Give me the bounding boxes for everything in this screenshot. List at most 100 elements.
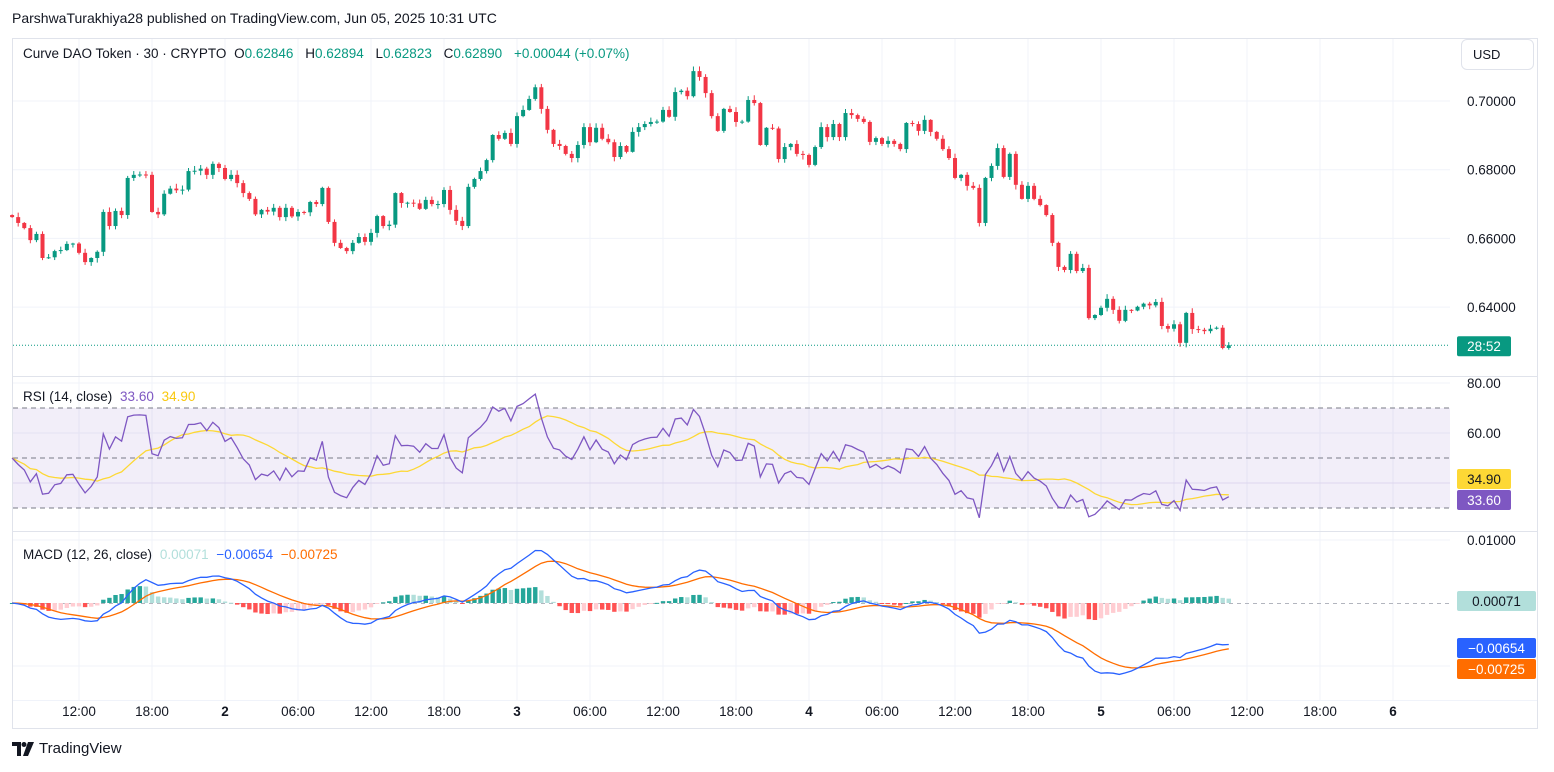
macd-axis-label[interactable]: 0.01000 — [1467, 533, 1516, 548]
candle-body — [1196, 329, 1201, 331]
macd-histogram-bar — [1129, 603, 1134, 607]
candle-body — [551, 129, 556, 144]
rsi-axis-label[interactable]: 60.00 — [1467, 426, 1501, 441]
candle-body — [1026, 185, 1031, 199]
candle-body — [198, 168, 203, 171]
time-axis-label[interactable]: 18:00 — [135, 704, 169, 719]
rsi-axis-label[interactable]: 80.00 — [1467, 376, 1501, 391]
time-axis-label[interactable]: 06:00 — [281, 704, 315, 719]
macd-histogram-bar — [837, 601, 842, 603]
price-axis-label[interactable]: 0.68000 — [1467, 163, 1516, 178]
macd-histogram-bar — [612, 603, 617, 612]
macd-legend[interactable]: MACD (12, 26, close) 0.00071 −0.00654 −0… — [23, 547, 342, 562]
countdown-label-text: 28:52 — [1467, 339, 1501, 354]
time-axis-label[interactable]: 4 — [805, 704, 813, 719]
candle-body — [28, 228, 33, 241]
candle-body — [1172, 324, 1177, 329]
time-axis-label[interactable]: 06:00 — [573, 704, 607, 719]
macd-histogram-bar — [630, 603, 635, 610]
price-axis-label[interactable]: 0.70000 — [1467, 94, 1516, 109]
macd-histogram-bar — [533, 587, 538, 603]
candle-body — [52, 251, 57, 258]
price-change: +0.00044 (+0.07%) — [513, 46, 630, 61]
time-axis-label[interactable]: 12:00 — [646, 704, 680, 719]
macd-histogram-axis-label: 0.00071 — [1457, 591, 1536, 611]
candle-body — [1226, 345, 1231, 348]
candle-body — [162, 193, 167, 215]
candle-body — [1050, 215, 1055, 243]
macd-histogram-bar — [362, 603, 368, 610]
candle-body — [174, 188, 179, 191]
time-axis-label[interactable]: 06:00 — [1157, 704, 1191, 719]
macd-histogram-bar — [910, 601, 915, 603]
macd-histogram-bar — [575, 603, 581, 614]
macd-histogram-bar — [1214, 595, 1219, 603]
macd-histogram-bar — [739, 603, 745, 611]
candle-body — [204, 168, 209, 175]
time-axis-label[interactable]: 18:00 — [427, 704, 461, 719]
rsi-legend[interactable]: RSI (14, close) 33.60 34.90 — [23, 389, 199, 404]
candle-body — [186, 171, 191, 190]
macd-histogram-bar — [417, 595, 422, 603]
macd-histogram-bar — [326, 603, 331, 606]
macd-histogram-bar — [1044, 603, 1049, 609]
price-axis-label[interactable]: 0.66000 — [1467, 231, 1516, 246]
macd-histogram-bar — [216, 599, 222, 603]
candle-body — [40, 233, 45, 258]
time-axis-label[interactable]: 2 — [221, 704, 229, 719]
macd-histogram-bar — [332, 603, 337, 609]
macd-histogram-bar — [1220, 597, 1225, 603]
candle-body — [697, 71, 702, 77]
candle-body — [813, 147, 818, 165]
macd-histogram-bar — [764, 603, 769, 612]
candle-body — [715, 116, 720, 131]
candle-body — [667, 109, 672, 117]
macd-title[interactable]: MACD (12, 26, close) — [23, 547, 153, 562]
macd-histogram-bar — [697, 594, 702, 603]
candles — [10, 66, 1450, 350]
time-axis-label[interactable]: 3 — [513, 704, 521, 719]
time-axis-label[interactable]: 12:00 — [354, 704, 388, 719]
time-axis-label[interactable]: 18:00 — [719, 704, 753, 719]
macd-histogram-bar — [301, 603, 307, 610]
currency-button[interactable]: USD — [1461, 39, 1534, 70]
macd-histogram-bar — [1056, 603, 1061, 617]
macd-histogram-bar — [1019, 603, 1025, 605]
candle-body — [1117, 309, 1122, 321]
candle-body — [594, 127, 599, 143]
macd-histogram-bar — [453, 601, 459, 603]
time-axis-label[interactable]: 18:00 — [1303, 704, 1337, 719]
time-axis-label[interactable]: 12:00 — [62, 704, 96, 719]
symbol-legend[interactable]: Curve DAO Token · 30 · CRYPTO O0.62846 H… — [23, 46, 634, 61]
candle-body — [916, 124, 921, 131]
macd-histogram-bar — [666, 601, 672, 603]
rsi-axis-value-label: 33.60 — [1457, 490, 1511, 510]
macd-histogram-bar — [1068, 603, 1073, 617]
candle-body — [1214, 327, 1219, 329]
time-axis-label[interactable]: 5 — [1097, 704, 1105, 719]
macd-histogram-bar — [88, 603, 94, 607]
candle-body — [673, 92, 678, 117]
time-axis-label[interactable]: 6 — [1389, 704, 1397, 719]
macd-histogram-bar — [879, 603, 885, 604]
time-axis-label[interactable]: 18:00 — [1011, 704, 1045, 719]
macd-histogram-bar — [977, 603, 982, 618]
symbol-title[interactable]: Curve DAO Token · 30 · CRYPTO — [23, 46, 227, 61]
candle-body — [484, 160, 489, 172]
macd-histogram-bar — [1226, 598, 1231, 603]
rsi-axis-value-label-bg — [1457, 490, 1511, 510]
time-axis-label[interactable]: 06:00 — [865, 704, 899, 719]
rsi-title[interactable]: RSI (14, close) — [23, 389, 113, 404]
candle-body — [995, 148, 1000, 166]
candle-body — [825, 127, 830, 138]
time-axis-label[interactable]: 12:00 — [938, 704, 972, 719]
time-axis-label[interactable]: 12:00 — [1230, 704, 1264, 719]
macd-histogram-bar — [891, 603, 897, 605]
candle-body — [1092, 315, 1097, 319]
tradingview-logo[interactable]: TradingView — [12, 740, 122, 757]
price-axis-label[interactable]: 0.64000 — [1467, 300, 1516, 315]
macd-histogram-bar — [1171, 598, 1177, 603]
macd-histogram-bar — [46, 603, 51, 611]
macd-histogram-bar — [399, 595, 404, 603]
